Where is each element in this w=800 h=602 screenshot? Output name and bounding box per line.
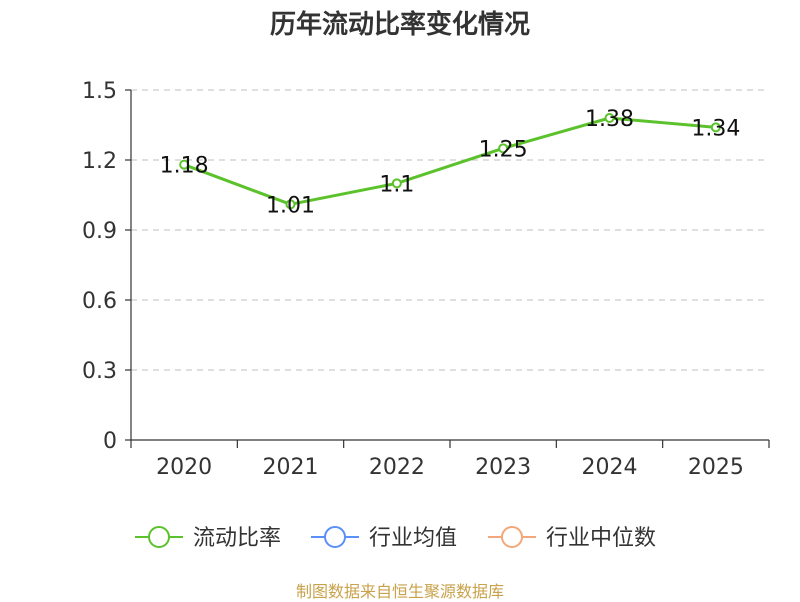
data-label: 1.1 <box>379 172 414 197</box>
grid-lines <box>131 89 769 371</box>
data-label: 1.01 <box>266 193 315 218</box>
y-tick-label: 0 <box>103 429 117 454</box>
data-point <box>710 122 721 133</box>
source-note: 制图数据来自恒生聚源数据库 <box>295 582 504 601</box>
legend-marker <box>148 526 170 548</box>
legend-label: 流动比率 <box>193 526 281 551</box>
y-tick-label: 0.9 <box>82 219 117 244</box>
data-labels: 1.18 1.01 1.1 1.25 1.38 1.34 <box>160 107 741 218</box>
series-line <box>183 116 716 206</box>
x-tick-label: 2021 <box>263 455 319 480</box>
legend-label: 行业均值 <box>369 526 457 551</box>
data-label: 1.34 <box>691 116 740 141</box>
data-point <box>179 159 190 170</box>
legend: 流动比率 行业均值 行业中位数 <box>135 526 656 551</box>
series <box>179 113 721 210</box>
data-point <box>604 113 615 123</box>
y-tick-label: 1.5 <box>82 79 117 104</box>
x-tick-label: 2025 <box>688 455 744 480</box>
x-tick-label: 2022 <box>369 455 425 480</box>
data-label: 1.25 <box>479 137 528 162</box>
y-tick-label: 0.3 <box>82 359 117 384</box>
data-point <box>391 178 402 189</box>
chart-title: 历年流动比率变化情况 <box>269 10 530 40</box>
x-tick-label: 2023 <box>475 455 531 480</box>
data-point <box>285 199 296 210</box>
legend-marker <box>501 526 523 548</box>
axes: 0 0.3 0.6 0.9 1.2 1.5 2020 2021 2022 2023 2024 2025 <box>82 79 770 480</box>
y-tick-label: 0.6 <box>82 289 117 314</box>
y-tick-label: 1.2 <box>82 149 117 174</box>
legend-label: 行业中位数 <box>546 526 656 551</box>
x-tick-label: 2020 <box>156 455 212 480</box>
data-label: 1.38 <box>585 107 634 132</box>
data-point <box>498 143 509 154</box>
x-tick-label: 2024 <box>582 455 638 480</box>
legend-marker <box>324 526 346 548</box>
data-label: 1.18 <box>160 154 209 179</box>
